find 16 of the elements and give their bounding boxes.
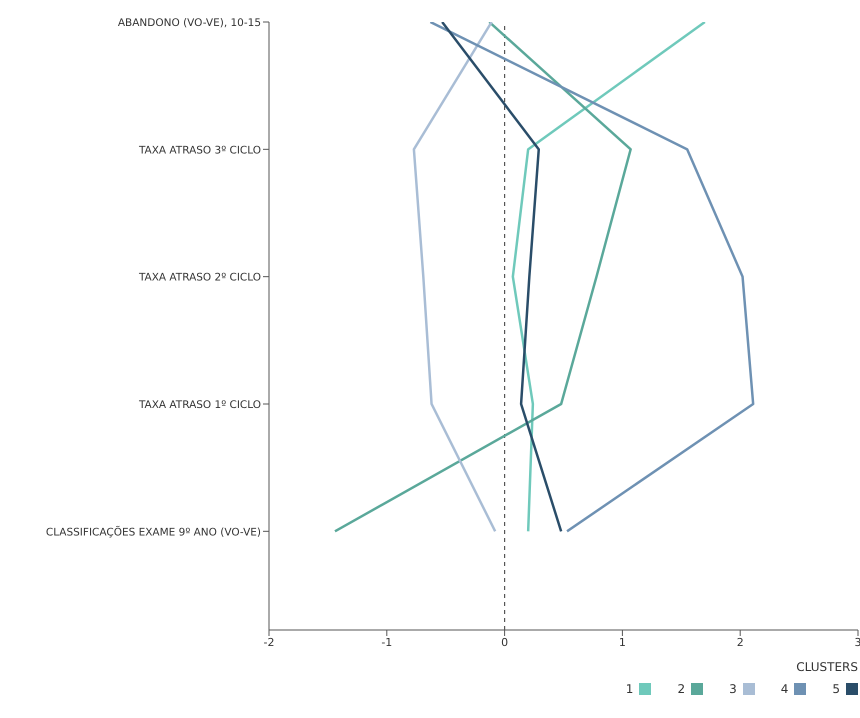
x-tick-label: 1 — [618, 636, 626, 649]
y-tick-label: TAXA ATRASO 1º CICLO — [138, 398, 261, 411]
legend-label: 1 — [626, 682, 634, 696]
y-tick-label: TAXA ATRASO 2º CICLO — [138, 272, 261, 284]
legend-label: 4 — [780, 682, 788, 696]
x-tick-label: 2 — [736, 636, 744, 649]
x-tick-label: -1 — [381, 636, 392, 649]
y-tick-label: ABANDONO (VO-VE), 10-15 — [118, 17, 261, 29]
x-tick-label: -2 — [264, 636, 274, 649]
legend-label: 5 — [832, 682, 840, 696]
y-tick-label: CLASSIFICAÇÕES EXAME 9º ANO (VO-VE) — [46, 525, 261, 538]
legend-label: 3 — [729, 682, 737, 696]
legend-title: CLUSTERS — [795, 660, 858, 674]
legend-label: 2 — [677, 682, 686, 696]
x-tick-label: 0 — [501, 636, 508, 649]
y-tick-label: TAXA ATRASO 3º CICLO — [138, 144, 261, 156]
